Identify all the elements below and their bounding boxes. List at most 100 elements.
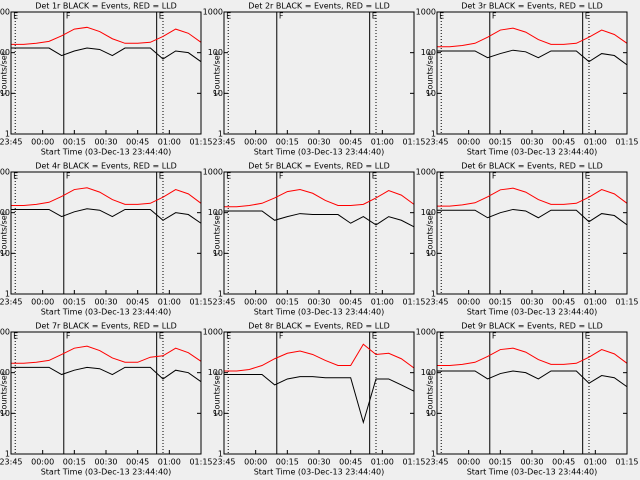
series-line [437,27,628,48]
y-tick-label: 1 [5,450,10,459]
x-tick-label: 01:15 [402,458,425,467]
x-tick-label: 00:45 [552,298,575,307]
annotation: E [226,172,231,181]
annotation: F [492,12,497,21]
x-tick-label: 01:00 [158,298,181,307]
series-line [11,26,202,45]
x-tick-label: 23:45 [212,138,235,147]
x-tick-label: 01:15 [402,138,425,147]
annotation: E [159,332,164,341]
y-tick-label: 100 [0,208,10,217]
y-tick-label: 10 [213,249,223,258]
series-line [224,210,415,228]
x-tick-label: 01:15 [615,138,638,147]
series-line [224,189,415,208]
y-tick-label: 100 [421,48,436,57]
x-tick-label: 01:00 [158,138,181,147]
x-tick-label: 01:00 [584,138,607,147]
panel: Det 9r BLACK = Events, RED = LLD Start Ti… [416,322,639,477]
x-tick-label: 00:15 [276,458,299,467]
y-tick-label: 1 [5,130,10,139]
panel: Det 2r BLACK = Events, RED = LLD Start Ti… [203,2,426,157]
annotation: F [66,12,71,21]
y-tick-label: 1000 [416,328,436,337]
panel-title: Det 4r BLACK = Events, RED = LLD [35,162,177,171]
panel-title: Det 6r BLACK = Events, RED = LLD [461,162,603,171]
annotation: E [439,332,444,341]
y-tick-label: 10 [426,409,436,418]
series-line [11,47,202,63]
x-tick-label: 00:00 [244,298,267,307]
x-tick-label: 01:00 [584,458,607,467]
annotation: E [13,12,18,21]
x-tick-label: 00:00 [244,458,267,467]
panel: Det 6r BLACK = Events, RED = LLD Start Ti… [416,162,639,317]
x-tick-label: 00:45 [552,138,575,147]
x-tick-label: 23:45 [425,458,448,467]
panel: Det 4r BLACK = Events, RED = LLD Start Ti… [0,162,213,317]
annotation: E [585,12,590,21]
x-tick-label: 01:00 [371,458,394,467]
y-tick-label: 1 [431,130,436,139]
panel-title: Det 2r BLACK = Events, RED = LLD [248,2,390,11]
x-tick-label: 00:45 [126,298,149,307]
x-tick-label: 00:15 [489,298,512,307]
y-tick-label: 1 [218,290,223,299]
panel: Det 1r BLACK = Events, RED = LLD Start Ti… [0,2,213,157]
y-tick-label: 10 [426,249,436,258]
annotation: E [585,332,590,341]
y-axis-label: Counts/sec [426,371,435,415]
annotation: E [372,172,377,181]
y-tick-label: 1000 [0,328,10,337]
plot-frame [436,11,628,135]
annotation: E [226,332,231,341]
x-axis-label: Start Time (03-Dec-13 23:44:40) [254,308,385,317]
y-tick-label: 100 [208,48,223,57]
panel: Det 8r BLACK = Events, RED = LLD Start Ti… [203,322,426,477]
x-tick-label: 00:15 [276,298,299,307]
plot-frame [223,11,415,135]
x-tick-label: 00:45 [126,458,149,467]
x-tick-label: 00:00 [31,138,54,147]
x-tick-label: 00:30 [307,298,330,307]
x-tick-label: 01:15 [189,458,212,467]
y-tick-label: 1000 [203,328,223,337]
y-tick-label: 1 [218,450,223,459]
series-line [11,345,202,364]
y-tick-label: 1000 [0,168,10,177]
panel-title: Det 3r BLACK = Events, RED = LLD [461,2,603,11]
x-tick-label: 23:45 [425,138,448,147]
y-tick-label: 100 [0,368,10,377]
series-line [437,370,628,388]
y-tick-label: 10 [213,89,223,98]
x-tick-label: 00:15 [63,458,86,467]
x-axis-label: Start Time (03-Dec-13 23:44:40) [41,468,172,477]
series-line [437,347,628,367]
y-tick-label: 100 [421,368,436,377]
y-tick-label: 1 [218,130,223,139]
series-line [437,208,628,226]
y-tick-label: 100 [421,208,436,217]
x-tick-label: 00:30 [94,458,117,467]
x-tick-label: 00:30 [307,458,330,467]
annotation: E [372,332,377,341]
y-axis-label: Counts/sec [426,211,435,255]
x-tick-label: 01:15 [615,298,638,307]
annotation: F [492,332,497,341]
y-tick-label: 10 [213,409,223,418]
x-axis-label: Start Time (03-Dec-13 23:44:40) [254,468,385,477]
y-axis-label: Counts/sec [0,211,9,255]
y-axis-label: Counts/sec [213,211,222,255]
panel-title: Det 7r BLACK = Events, RED = LLD [35,322,177,331]
x-tick-label: 23:45 [212,298,235,307]
panel: Det 7r BLACK = Events, RED = LLD Start Ti… [0,322,213,477]
panel-title: Det 9r BLACK = Events, RED = LLD [461,322,603,331]
series-line [224,374,415,425]
x-tick-label: 01:00 [158,458,181,467]
y-axis-label: Counts/sec [0,51,9,95]
x-tick-label: 00:30 [520,458,543,467]
y-axis-label: Counts/sec [213,51,222,95]
series-line [437,49,628,66]
y-tick-label: 100 [208,368,223,377]
y-tick-label: 10 [0,409,10,418]
